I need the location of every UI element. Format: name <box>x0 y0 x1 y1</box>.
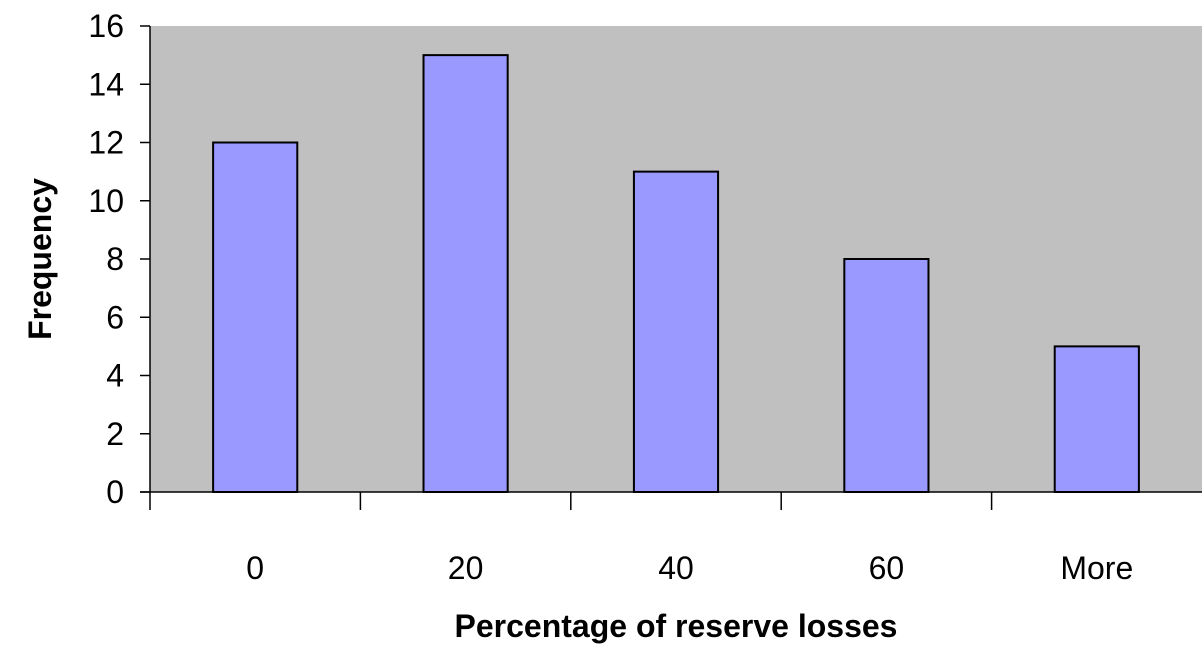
x-tick-label: More <box>1060 550 1133 586</box>
y-tick-labels: 0 2 4 6 8 10 12 14 16 <box>88 8 124 510</box>
y-tick-label: 16 <box>88 8 124 44</box>
bar-40 <box>632 170 720 493</box>
bar-20 <box>422 54 509 493</box>
x-axis-title: Percentage of reserve losses <box>455 608 898 644</box>
y-tick-label: 2 <box>106 416 124 452</box>
x-tick-label: 20 <box>448 550 484 586</box>
y-tick-label: 4 <box>106 358 124 394</box>
y-tick-label: 14 <box>88 66 124 102</box>
y-tick-label: 6 <box>106 299 124 335</box>
x-tick-label: 40 <box>658 550 694 586</box>
y-tick-label: 10 <box>88 183 124 219</box>
x-tick-label: 60 <box>869 550 905 586</box>
y-tick-label: 0 <box>106 474 124 510</box>
bar-more <box>1053 345 1140 493</box>
bars-layer <box>212 54 1140 493</box>
bar-60 <box>843 258 930 493</box>
y-tick-label: 8 <box>106 241 124 277</box>
axes-layer <box>140 25 1202 510</box>
y-tick-label: 12 <box>88 125 124 161</box>
bar-0 <box>212 141 299 493</box>
x-tick-label: 0 <box>246 550 264 586</box>
y-axis-title: Frequency <box>22 178 58 340</box>
x-tick-labels: 0 20 40 60 More <box>246 550 1133 586</box>
